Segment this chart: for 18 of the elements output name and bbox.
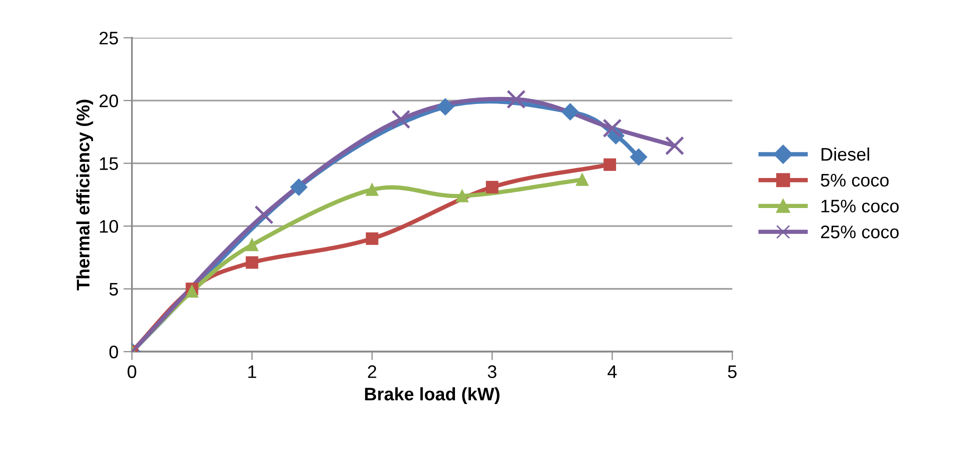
y-tick-label: 15 — [100, 157, 118, 170]
y-tick-label: 20 — [100, 94, 118, 108]
x-tick-label: 3 — [488, 365, 496, 378]
y-tick-label: 5 — [109, 282, 118, 296]
x-tick-label: 1 — [248, 365, 256, 378]
x-tick-label: 2 — [368, 365, 376, 378]
y-tick-label: 10 — [100, 220, 118, 233]
x-tick-label: 5 — [728, 365, 737, 378]
y-tick-label: 0 — [109, 346, 118, 358]
x-axis-title: Brake load (kW) — [365, 387, 500, 404]
legend-label: 25% coco — [821, 226, 899, 238]
y-tick-label: 25 — [100, 32, 118, 44]
legend-label: Diesel — [822, 147, 870, 161]
x-tick-label: 0 — [128, 365, 136, 378]
y-axis-title: Thermal efficiency (%) — [76, 100, 94, 290]
legend-label: 5% coco — [820, 174, 889, 187]
legend-label: 15% coco — [822, 200, 899, 212]
x-tick-label: 4 — [608, 365, 617, 378]
